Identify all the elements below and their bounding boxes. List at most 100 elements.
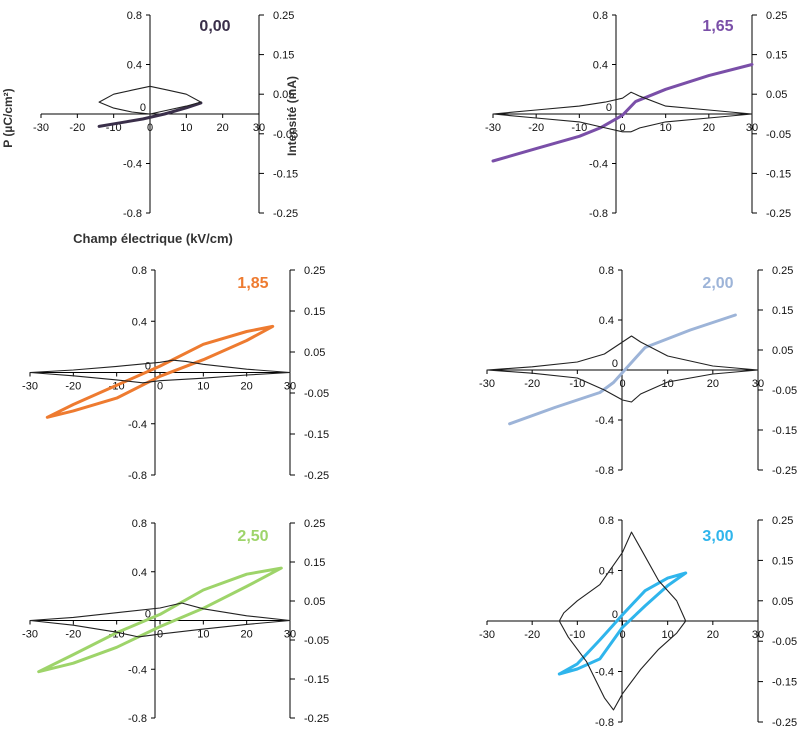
y2-tick-label: 0.25	[772, 515, 793, 527]
composition-label: 2,00	[702, 275, 733, 292]
y2-tick-label: 0.05	[304, 347, 325, 359]
composition-label: 0,00	[199, 18, 230, 35]
chart-panels: -30 -20 -10 0 10 20 30 -0.8 -0.4 0 0.4 0.8 -0.25 -0.1…	[22, 10, 797, 729]
x-tick-label: 10	[197, 381, 209, 393]
y2-tick-label: 0.05	[766, 89, 787, 101]
y2-tick-label: -0.25	[766, 208, 791, 220]
polarization-series-line	[557, 571, 688, 676]
x-tick-label: -20	[65, 629, 81, 641]
y-tick-label: 0.4	[599, 566, 614, 578]
y-tick-label: -0.8	[589, 208, 608, 220]
y2-tick-label: 0.25	[772, 265, 793, 277]
y-tick-label: 0.8	[599, 265, 614, 277]
y-tick-label: -0.4	[595, 415, 614, 427]
axis-title-field: Champ électrique (kV/cm)	[73, 231, 233, 246]
x-tick-label: -20	[65, 381, 81, 393]
y2-tick-label: 0.15	[304, 557, 325, 569]
x-tick-label: -20	[524, 378, 540, 390]
y-tick-label: -0.8	[595, 465, 614, 477]
y2-tick-label: -0.25	[772, 465, 797, 477]
y2-tick-label: -0.05	[273, 129, 298, 141]
chart-panel: -30 -20 -10 0 10 20 30-0.8-0.400.40.8-0.25-0.1…	[485, 10, 791, 220]
y2-tick-label: -0.25	[304, 470, 329, 482]
y-tick-label: 0.4	[593, 60, 608, 72]
x-tick-label: 30	[752, 378, 764, 390]
x-tick-label: 0	[619, 122, 625, 134]
current-series-line	[486, 335, 759, 403]
x-tick-label: 20	[217, 122, 229, 134]
y-tick-label: 0.8	[132, 265, 147, 277]
y2-tick-label: 0.05	[273, 89, 294, 101]
y-tick-label: -0.4	[123, 159, 142, 171]
y-tick-label: 0.4	[132, 567, 147, 579]
y2-tick-label: 0.25	[273, 10, 294, 22]
y2-tick-label: -0.15	[772, 425, 797, 437]
current-series-line	[29, 359, 291, 384]
x-tick-label: -30	[485, 122, 501, 134]
x-tick-label: 20	[703, 122, 715, 134]
polarization-series-line	[45, 324, 275, 419]
y2-tick-label: -0.05	[766, 129, 791, 141]
composition-label: 1,65	[702, 18, 733, 35]
y2-tick-label: 0.25	[304, 265, 325, 277]
polarization-series-line	[97, 101, 203, 128]
x-tick-label: -10	[571, 122, 587, 134]
x-tick-label: 10	[662, 629, 674, 641]
composition-label: 1,85	[237, 275, 268, 292]
current-series-line	[492, 91, 753, 133]
x-tick-label: 0	[619, 629, 625, 641]
y2-tick-label: -0.15	[304, 429, 329, 441]
y-tick-label: 0.8	[127, 10, 142, 22]
y-tick-label: -0.8	[128, 713, 147, 725]
x-tick-label: 30	[746, 122, 758, 134]
y2-tick-label: -0.25	[273, 208, 298, 220]
chart-panel: -30 -20 -10 0 10 20 30-0.8-0.400.40.8-0.25-0.1…	[22, 518, 329, 725]
x-tick-label: -30	[22, 629, 38, 641]
y-tick-label: 0	[140, 102, 146, 114]
x-tick-label: 20	[241, 629, 253, 641]
y2-tick-label: 0.25	[304, 518, 325, 530]
y-tick-label: 0	[606, 102, 612, 114]
y2-tick-label: -0.05	[304, 388, 329, 400]
current-series-line	[98, 85, 202, 115]
y2-tick-label: 0.15	[304, 306, 325, 318]
y-tick-label: 0	[145, 609, 151, 621]
y2-tick-label: -0.15	[304, 674, 329, 686]
x-tick-label: 20	[241, 381, 253, 393]
y-tick-label: 0	[145, 361, 151, 373]
chart-panel: -30 -20 -10 0 10 20 30-0.8-0.400.40.8-0.25-0.1…	[479, 265, 797, 477]
y-tick-label: -0.4	[128, 419, 147, 431]
x-tick-label: -30	[479, 378, 495, 390]
y2-tick-label: 0.05	[772, 596, 793, 608]
x-tick-label: 0	[619, 378, 625, 390]
y-tick-label: -0.8	[595, 717, 614, 729]
x-tick-label: -30	[479, 629, 495, 641]
polarization-series-line	[491, 63, 754, 163]
y-tick-label: 0.4	[599, 315, 614, 327]
polarization-series-line	[508, 313, 737, 426]
current-series-line	[29, 602, 291, 638]
x-tick-label: 30	[253, 122, 265, 134]
y-tick-label: 0.8	[593, 10, 608, 22]
y2-tick-label: -0.25	[304, 713, 329, 725]
x-tick-label: 30	[752, 629, 764, 641]
x-tick-label: -30	[33, 122, 49, 134]
y2-tick-label: 0.15	[766, 50, 787, 62]
chart-panel: -30 -20 -10 0 10 20 30-0.8-0.400.40.8-0.25-0.1…	[22, 265, 329, 482]
x-tick-label: 10	[180, 122, 192, 134]
y-tick-label: -0.4	[589, 159, 608, 171]
x-tick-label: -20	[524, 629, 540, 641]
y-tick-label: 0.8	[132, 518, 147, 530]
y2-tick-label: 0.15	[772, 305, 793, 317]
y2-tick-label: -0.15	[273, 168, 298, 180]
x-tick-label: -10	[569, 629, 585, 641]
x-tick-label: 10	[660, 122, 672, 134]
y2-tick-label: 0.05	[304, 596, 325, 608]
x-tick-label: 30	[284, 629, 296, 641]
current-series-line	[558, 531, 687, 711]
polarization-series-line	[37, 566, 283, 674]
y-tick-label: -0.8	[123, 208, 142, 220]
y2-tick-label: -0.15	[766, 168, 791, 180]
x-tick-label: -10	[569, 378, 585, 390]
